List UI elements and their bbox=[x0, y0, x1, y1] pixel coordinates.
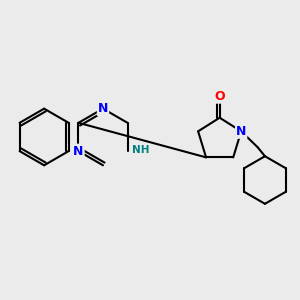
Text: O: O bbox=[214, 90, 225, 103]
Text: NH: NH bbox=[132, 145, 149, 155]
Text: N: N bbox=[236, 125, 246, 138]
Text: N: N bbox=[98, 102, 108, 115]
Text: N: N bbox=[73, 145, 84, 158]
